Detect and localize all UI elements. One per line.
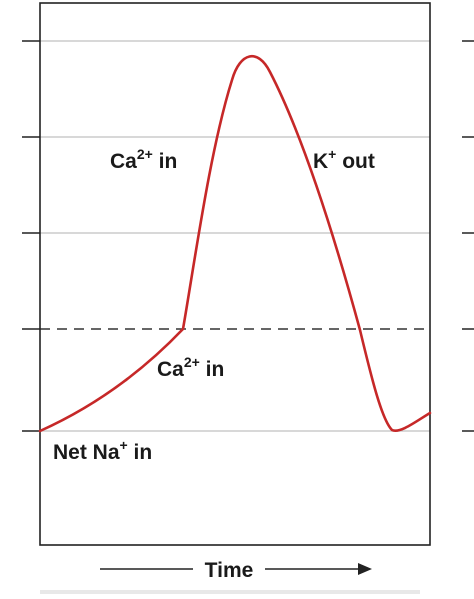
pacemaker-potential-trace — [38, 54, 432, 433]
time-arrow-head-icon — [358, 563, 372, 575]
plot-frame — [39, 2, 431, 546]
cropped-caption-fragment — [40, 590, 420, 594]
label-ca-in-upper: Ca2+ in — [110, 146, 177, 173]
label-ca-in-lower: Ca2+ in — [157, 354, 224, 381]
label-k-out: K+ out — [313, 146, 375, 173]
x-axis-title: Time — [205, 559, 254, 582]
label-net-na-in: Net Na+ in — [53, 437, 152, 464]
